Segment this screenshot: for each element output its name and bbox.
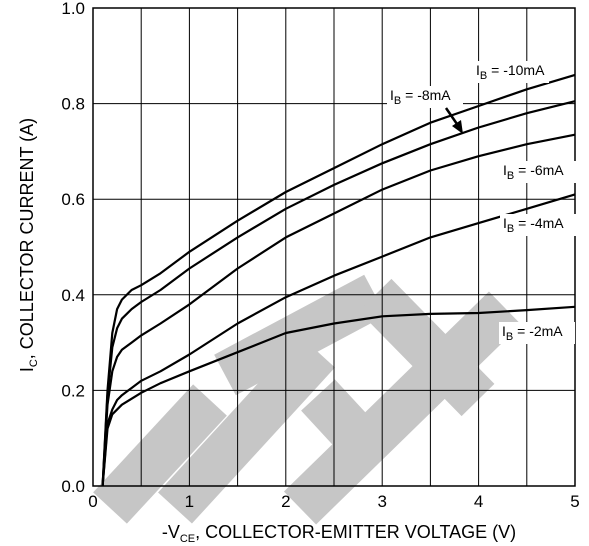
x-tick-label: 5 — [570, 492, 579, 511]
curve-label-0: IB = -10mA — [476, 62, 545, 82]
curve-label-3: IB = -4mA — [503, 215, 564, 235]
curve-label-pre: I — [390, 87, 394, 103]
series-line-3 — [101, 193, 576, 487]
curve-label-post: = -8mA — [401, 87, 451, 103]
curve-label-pre: I — [502, 323, 506, 339]
watermark-logo — [93, 274, 522, 525]
curve-label-post: = -6mA — [514, 162, 564, 178]
y-tick-label: 0.4 — [61, 286, 85, 305]
arrow-head — [452, 120, 463, 134]
curve-label-post: = -2mA — [513, 323, 563, 339]
x-tick-label: 3 — [377, 492, 386, 511]
y-tick-label: 0.6 — [61, 190, 85, 209]
curve-label-bg — [387, 86, 463, 108]
x-tick-label: 4 — [474, 492, 483, 511]
y-axis-title-sub: C — [28, 359, 40, 367]
x-axis-title-post: , COLLECTOR-EMITTER VOLTAGE (V) — [195, 522, 516, 542]
series-line-1 — [101, 100, 576, 487]
grid — [92, 7, 576, 487]
curve-label-sub: B — [394, 95, 401, 107]
curve-label-pre: I — [476, 62, 480, 78]
watermark-stroke-4 — [358, 278, 495, 417]
y-tick-label: 1.0 — [61, 0, 85, 18]
y-tick-label: 0.2 — [61, 381, 85, 400]
x-tick-label: 0 — [88, 492, 97, 511]
x-axis-title-sub: CE — [180, 533, 195, 545]
curve-label-1: IB = -8mA — [390, 87, 451, 107]
curve-label-sub: B — [506, 331, 513, 343]
watermark-stroke-0 — [93, 384, 227, 524]
series-line-2 — [101, 133, 576, 487]
curve-label-post: = -4mA — [514, 215, 564, 231]
x-axis-title-pre: -V — [162, 522, 180, 542]
curve-label-bg — [473, 61, 549, 83]
y-tick-label: 0.8 — [61, 95, 85, 114]
curve-label-2: IB = -6mA — [503, 162, 564, 182]
y-axis-title-post: , COLLECTOR CURRENT (A) — [17, 118, 37, 359]
curve-label-post: = -10mA — [487, 62, 545, 78]
curve-label-sub: B — [507, 223, 514, 235]
series-group — [101, 73, 576, 487]
plot-frame — [92, 7, 576, 487]
curve-label-4: IB = -2mA — [502, 323, 563, 343]
x-tick-label: 1 — [185, 492, 194, 511]
curve-label-bg — [500, 161, 576, 183]
watermark-stroke-1 — [158, 336, 335, 524]
tick-labels: 0 1 2 3 4 5 0.0 0.2 0.4 0.6 0.8 1.0 — [61, 0, 579, 511]
curve-label-pre: I — [503, 162, 507, 178]
curve-label-sub: B — [507, 170, 514, 182]
curve-label-sub: B — [480, 70, 487, 82]
y-axis-title: IC, COLLECTOR CURRENT (A) — [17, 118, 40, 372]
x-tick-label: 2 — [281, 492, 290, 511]
series-line-0 — [101, 73, 576, 487]
x-axis-title: -VCE, COLLECTOR-EMITTER VOLTAGE (V) — [162, 522, 516, 545]
series-line-4 — [101, 305, 576, 487]
y-tick-label: 0.0 — [61, 477, 85, 496]
curve-label-pre: I — [503, 215, 507, 231]
y-axis-title-pre: I — [17, 367, 37, 372]
curve-label-bg — [499, 322, 575, 344]
curve-label-bg — [500, 214, 576, 236]
watermark-stroke-5 — [301, 379, 395, 476]
watermark-stroke-3 — [214, 274, 386, 396]
